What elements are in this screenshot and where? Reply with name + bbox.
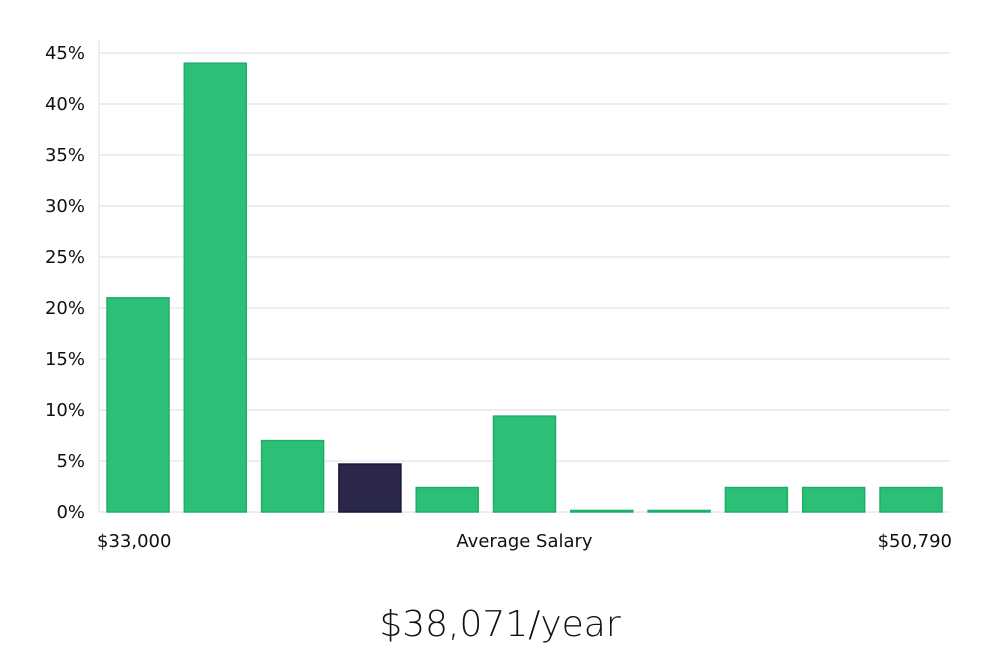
histogram-chart: 0% 5% 10% 15% 20% 25% 30% 35% 40% 45% $33,000 Ave… bbox=[45, 40, 952, 552]
y-tick-label: 5% bbox=[56, 451, 85, 472]
x-min-label: $33,000 bbox=[97, 531, 171, 552]
y-tick-label: 45% bbox=[45, 43, 85, 64]
histogram-bar bbox=[647, 509, 711, 513]
highlighted-bar bbox=[338, 463, 402, 513]
histogram-bar bbox=[183, 62, 248, 513]
y-tick-label: 35% bbox=[45, 145, 85, 166]
y-tick-label: 15% bbox=[45, 349, 85, 370]
y-tick-label: 10% bbox=[45, 400, 85, 421]
x-max-label: $50,790 bbox=[878, 531, 952, 552]
histogram-bar bbox=[801, 486, 866, 513]
histogram-bar bbox=[492, 415, 557, 513]
y-tick-label: 25% bbox=[45, 247, 85, 268]
histogram-bar bbox=[260, 439, 325, 513]
histogram-bar bbox=[415, 486, 479, 513]
average-salary-value: $38,071/year bbox=[379, 604, 621, 645]
histogram-bar bbox=[879, 486, 943, 513]
y-tick-label: 20% bbox=[45, 298, 85, 319]
y-tick-label: 30% bbox=[45, 196, 85, 217]
histogram-bar bbox=[570, 509, 634, 513]
x-axis-title: Average Salary bbox=[456, 531, 593, 552]
y-axis-ticks: 0% 5% 10% 15% 20% 25% 30% 35% 40% 45% bbox=[45, 43, 85, 523]
y-tick-label: 40% bbox=[45, 94, 85, 115]
histogram-bar bbox=[106, 297, 170, 513]
histogram-bar bbox=[724, 486, 789, 513]
bars bbox=[106, 62, 943, 513]
y-tick-label: 0% bbox=[56, 502, 85, 523]
